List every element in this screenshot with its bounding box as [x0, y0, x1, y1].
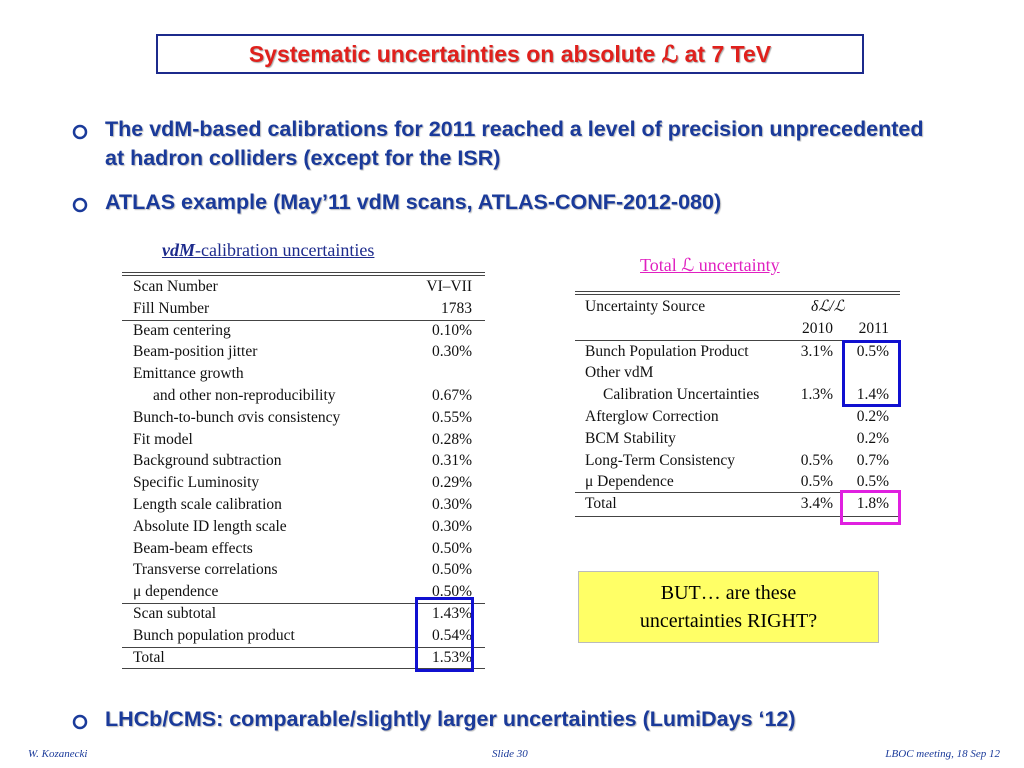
caption-em: vdM [162, 240, 195, 260]
title: Systematic uncertainties on absolute ℒ a… [156, 34, 864, 74]
row-label: Bunch-to-bunch σvis consistency [133, 408, 341, 426]
table-rule [575, 339, 900, 341]
footer-event: LBOC meeting, 18 Sep 12 [885, 748, 1000, 760]
row-label: Transverse correlations [133, 561, 278, 579]
footer-author: W. Kozanecki [28, 748, 88, 760]
row-label: Absolute ID length scale [133, 517, 287, 535]
row-label: Fill Number [133, 299, 210, 317]
bullet-text: ATLAS example (May’11 vdM scans, ATLAS-C… [105, 190, 722, 214]
bullet: LHCb/CMS: comparable/slightly larger unc… [72, 705, 985, 734]
row-value: 0.5% [800, 451, 833, 469]
row-value: 0.28% [431, 430, 472, 448]
callout-line: BUT… are these [660, 582, 797, 604]
row-value: 1.43% [431, 605, 472, 622]
highlight-box [415, 597, 474, 672]
row-label: Beam-beam effects [133, 539, 253, 557]
row-label: Length scale calibration [133, 496, 282, 513]
row-value: 0.31% [431, 452, 472, 470]
row-value: 0.2% [856, 429, 889, 447]
row-value: 0.50% [431, 561, 472, 579]
row-label: Total [133, 648, 165, 666]
row-value: 3.1% [800, 342, 833, 360]
bullet: The vdM-based calibrations for 2011 reac… [72, 115, 925, 173]
row-value: 0.30% [431, 517, 472, 535]
row-value: 1.8% [856, 495, 889, 513]
bullet-text: LHCb/CMS: comparable/slightly larger unc… [105, 707, 796, 731]
row-value: 0.30% [431, 496, 472, 513]
table-rule [122, 668, 485, 670]
table-rule [575, 516, 900, 517]
row-value: 0.5% [800, 473, 833, 491]
row-value: 0.5% [856, 473, 889, 491]
header-cell: δℒ/ℒ [811, 298, 845, 315]
table-rule [575, 294, 900, 295]
row-value: 0.7% [856, 451, 889, 469]
row-label: Fit model [133, 430, 193, 448]
table-rule [575, 492, 900, 494]
table-caption: vdM-calibration uncertainties [162, 240, 374, 261]
row-value: 0.2% [856, 408, 889, 425]
row-label: Long-Term Consistency [585, 451, 736, 469]
table-rule [575, 291, 900, 292]
row-label: Scan subtotal [133, 605, 217, 622]
row-label: Bunch Population Product [585, 342, 749, 360]
row-label: Bunch population product [133, 626, 295, 644]
row-value: VI–VII [426, 278, 472, 295]
row-label: Beam-position jitter [133, 343, 258, 361]
row-label: Specific Luminosity [133, 474, 260, 492]
table-rule [122, 603, 485, 604]
callout: BUT… are these uncertainties RIGHT? [578, 571, 879, 643]
row-value: 0.50% [431, 539, 472, 557]
row-label: μ Dependence [585, 473, 674, 491]
row-label: Background subtraction [133, 452, 282, 470]
bullet: ATLAS example (May’11 vdM scans, ATLAS-C… [72, 188, 925, 217]
footer-slide: Slide 30 [492, 748, 528, 760]
row-label: BCM Stability [585, 429, 676, 447]
row-label: Calibration Uncertainties [603, 386, 760, 404]
row-label: Beam centering [133, 321, 231, 339]
bullet-text: The vdM-based calibrations for 2011 reac… [105, 117, 924, 170]
row-value: 1.3% [800, 386, 833, 404]
row-label: Scan Number [133, 278, 218, 295]
row-value: 0.67% [431, 387, 472, 404]
row-label: and other non-reproducibility [153, 387, 336, 404]
row-value: 0.55% [431, 408, 472, 426]
bullet-marker [72, 714, 88, 730]
caption-text: -calibration uncertainties [195, 240, 375, 260]
row-value: 0.10% [431, 321, 472, 339]
highlight-box [840, 490, 901, 525]
row-value: 1783 [441, 299, 472, 317]
highlight-box [842, 340, 901, 407]
table-rule [122, 646, 485, 648]
row-value: 0.5% [856, 342, 889, 360]
row-value: 0.30% [431, 343, 472, 361]
bullet-marker [72, 124, 88, 140]
row-label: Afterglow Correction [585, 408, 719, 425]
header-cell: Uncertainty Source [585, 298, 706, 315]
row-value: 0.54% [431, 626, 472, 644]
row-value: 1.4% [856, 386, 889, 404]
row-label: Total [585, 495, 617, 513]
header-cell: 2010 [802, 319, 833, 337]
table-rule [122, 275, 485, 276]
header-cell: 2011 [858, 319, 889, 337]
table-rule [122, 319, 485, 321]
callout-line: uncertainties RIGHT? [639, 610, 818, 632]
row-value: 0.50% [431, 583, 472, 601]
row-label: Other vdM [585, 364, 654, 382]
table-caption: Total ℒ uncertainty [640, 255, 780, 275]
row-value: 1.53% [431, 648, 472, 666]
table-rule [122, 272, 485, 273]
row-label: Emittance growth [133, 365, 244, 383]
row-label: μ dependence [133, 583, 219, 601]
row-value: 3.4% [800, 495, 833, 513]
bullet-marker [72, 197, 88, 213]
row-value: 0.29% [431, 474, 472, 492]
